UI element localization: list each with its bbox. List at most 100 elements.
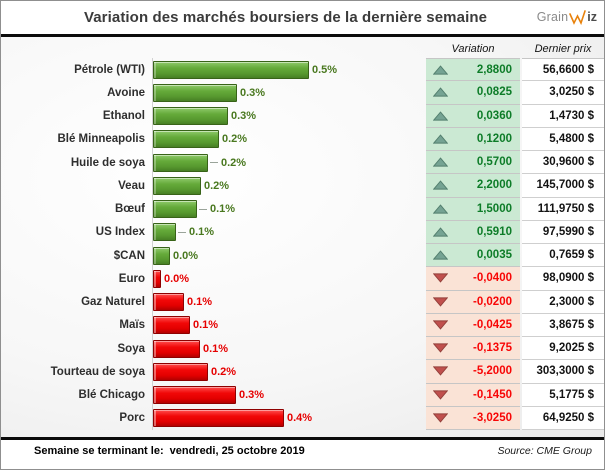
bar-zone: 0.1% <box>152 197 426 221</box>
percent-label: 0.1% <box>189 226 215 239</box>
variation-cell: 0,0360 <box>426 104 520 128</box>
last-price-value: 111,9750 $ <box>522 197 604 221</box>
variation-bar <box>153 83 237 102</box>
variation-cell: -3,0250 <box>426 406 520 430</box>
bar-zone: 0.3% <box>152 81 426 105</box>
market-row: Avoine 0.3% 0,0825 3,0250 $ <box>1 81 604 105</box>
category-label: Blé Minneapolis <box>57 133 145 146</box>
triangle-up-icon <box>433 134 448 144</box>
market-row: Blé Chicago 0.3% -0,1450 5,1775 $ <box>1 383 604 407</box>
triangle-down-icon <box>433 366 448 377</box>
table-header-row: Variation Dernier prix <box>1 37 604 58</box>
variation-value: -0,1375 <box>472 342 512 355</box>
week-ending-text: Semaine se terminant le: <box>34 445 164 457</box>
triangle-up-icon <box>433 203 448 214</box>
last-price-value: 1,4730 $ <box>522 104 604 128</box>
bar-zone: 0.3% <box>152 383 426 407</box>
percent-label: 0.2% <box>211 365 237 378</box>
bar-zone: 0.1% <box>152 220 426 244</box>
variation-bar <box>153 269 161 288</box>
market-row: Veau 0.2% 2,2000 145,7000 $ <box>1 174 604 198</box>
triangle-up-icon <box>433 64 448 75</box>
percent-label: 0.1% <box>210 203 236 216</box>
last-price-value: 9,2025 $ <box>522 337 604 361</box>
last-price-value: 3,0250 $ <box>522 81 604 105</box>
logo-text-iz: iz <box>587 10 597 25</box>
last-price-value: 97,5990 $ <box>522 220 604 244</box>
triangle-down-icon <box>433 320 448 330</box>
variation-bar <box>153 60 309 79</box>
variation-value: -0,0425 <box>472 318 512 331</box>
variation-column-header: Variation <box>451 43 495 55</box>
market-rows: Pétrole (WTI) 0.5% 2,8800 56,6600 $ Avoi… <box>1 58 604 430</box>
market-row: Pétrole (WTI) 0.5% 2,8800 56,6600 $ <box>1 58 604 82</box>
variation-bar <box>153 176 201 195</box>
percent-label: 0.2% <box>221 156 247 169</box>
logo-text-grain: Grain <box>536 10 569 25</box>
bar-zone: 0.2% <box>152 174 426 198</box>
bar-zone: 0.0% <box>152 267 426 291</box>
variation-bar <box>153 316 190 335</box>
variation-value: -5,2000 <box>472 365 512 378</box>
category-label: Bœuf <box>114 203 145 216</box>
last-price-value: 2,3000 $ <box>522 290 604 314</box>
variation-bar <box>153 362 208 381</box>
source-label: Source: CME Group <box>497 445 592 457</box>
variation-cell: -0,0200 <box>426 290 520 314</box>
market-row: Ethanol 0.3% 0,0360 1,4730 $ <box>1 104 604 128</box>
category-label: Euro <box>118 272 145 285</box>
last-price-value: 5,4800 $ <box>522 127 604 151</box>
bar-zone: 0.0% <box>152 244 426 268</box>
bar-zone: 0.1% <box>152 313 426 337</box>
variation-bar <box>153 293 184 312</box>
grainwiz-logo: Grain iz <box>537 10 597 25</box>
bottom-divider <box>1 437 604 440</box>
variation-bar <box>153 200 197 219</box>
triangle-up-icon <box>433 87 448 97</box>
market-row: Porc 0.4% -3,0250 64,9250 $ <box>1 406 604 430</box>
market-row: US Index 0.1% 0,5910 97,5990 $ <box>1 220 604 244</box>
variation-bar <box>153 339 200 358</box>
bar-zone: 0.3% <box>152 104 426 128</box>
last-price-value: 64,9250 $ <box>522 406 604 430</box>
category-label: US Index <box>95 226 145 239</box>
variation-cell: 0,5700 <box>426 151 520 175</box>
variation-cell: -5,2000 <box>426 360 520 384</box>
variation-bar <box>153 409 284 428</box>
variation-value: 1,5000 <box>476 202 512 215</box>
variation-value: -0,1450 <box>472 388 512 401</box>
triangle-down-icon <box>433 297 448 307</box>
category-label: Blé Chicago <box>78 389 145 402</box>
market-row: Bœuf 0.1% 1,5000 111,9750 $ <box>1 197 604 221</box>
market-row: Tourteau de soya 0.2% -5,2000 303,3000 $ <box>1 360 604 384</box>
last-price-value: 30,9600 $ <box>522 151 604 175</box>
page-title: Variation des marchés boursiers de la de… <box>83 9 488 26</box>
category-label: Tourteau de soya <box>50 365 145 378</box>
week-ending-date: vendredi, 25 octobre 2019 <box>169 445 305 457</box>
variation-bar <box>153 107 228 126</box>
percent-label: 0.0% <box>173 249 199 262</box>
category-label: Huile de soya <box>70 156 145 169</box>
variation-cell: 0,0825 <box>426 81 520 105</box>
bar-zone: 0.1% <box>152 337 426 361</box>
last-price-value: 145,7000 $ <box>522 174 604 198</box>
market-row: Maïs 0.1% -0,0425 3,8675 $ <box>1 313 604 337</box>
category-label: Avoine <box>107 86 145 99</box>
market-row: $CAN 0.0% 0,0035 0,7659 $ <box>1 244 604 268</box>
variation-bar <box>153 223 176 242</box>
variation-value: 0,5700 <box>476 156 512 169</box>
bar-zone: 0.4% <box>152 406 426 430</box>
last-price-value: 5,1775 $ <box>522 383 604 407</box>
market-row: Soya 0.1% -0,1375 9,2025 $ <box>1 337 604 361</box>
category-label: Ethanol <box>102 110 145 123</box>
week-ending-label: Semaine se terminant le: vendredi, 25 oct… <box>34 445 305 457</box>
triangle-down-icon <box>433 390 448 400</box>
variation-bar <box>153 130 219 149</box>
variation-value: 0,1200 <box>476 132 512 145</box>
variation-cell: -0,1450 <box>426 383 520 407</box>
variation-cell: 0,1200 <box>426 127 520 151</box>
bar-zone: 0.5% <box>152 58 426 82</box>
bar-zone: 0.2% <box>152 127 426 151</box>
variation-cell: 2,8800 <box>426 58 520 82</box>
